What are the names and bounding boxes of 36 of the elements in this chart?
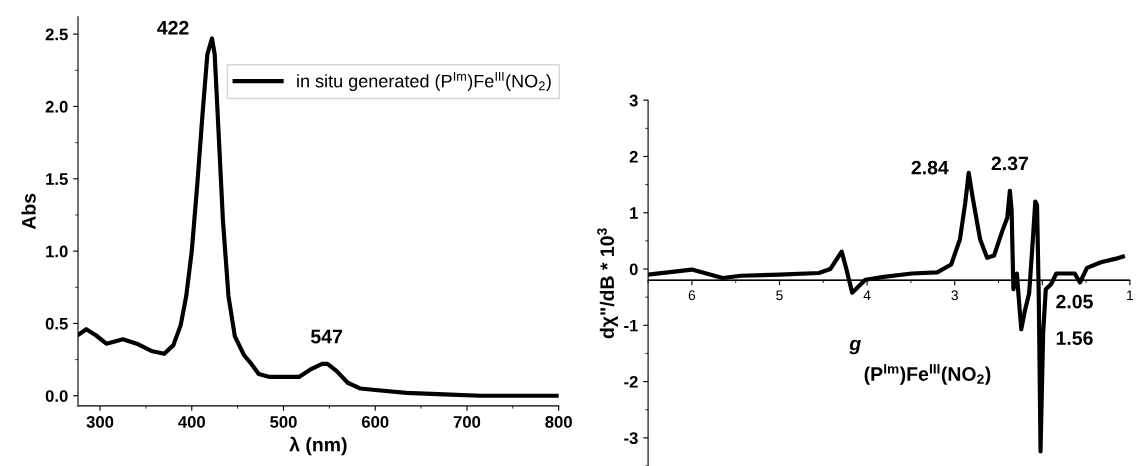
y-tick-label: 3 [629, 94, 638, 107]
annotation: 422 [157, 20, 189, 35]
y-tick-label: -2 [624, 375, 638, 388]
x-tick-label: 1 [1127, 290, 1134, 301]
y-tick-label: -1 [624, 319, 638, 332]
y-tick-label: 2.5 [45, 28, 68, 41]
y-tick-label: 1.0 [46, 245, 68, 258]
legend-label: in situ generated (P$^{Im}$)Fe$^{III}$(NO$_{2}$) [297, 71, 551, 92]
x-tick-label: 4 [863, 290, 871, 301]
annotation: 2.84 [911, 160, 949, 175]
x-axis-title: g [849, 339, 861, 355]
y-tick-label: 0.5 [45, 317, 68, 330]
annotation: (P$^{Im}$)Fe$^{III}$(NO$_{2}$) [864, 364, 991, 385]
y-tick-label: 0.0 [45, 390, 68, 402]
x-tick-label: 400 [178, 416, 205, 428]
y-tick-label: 1.5 [46, 173, 68, 185]
x-tick-label: 300 [86, 416, 114, 428]
y-tick-label: 2.0 [45, 100, 68, 113]
x-tick-label: 500 [270, 416, 297, 428]
annotation: 2.05 [1056, 294, 1093, 309]
annotation: 1.56 [1056, 331, 1093, 346]
annotation: 2.37 [991, 156, 1028, 171]
annotation: 547 [310, 329, 342, 344]
x-tick-label: 5 [776, 290, 783, 301]
x-tick-label: 800 [545, 416, 572, 428]
y-tick-label: -3 [624, 432, 638, 445]
x-tick-label: 3 [951, 290, 958, 301]
x-tick-label: 6 [688, 290, 696, 301]
x-axis-title: λ (nm) [289, 436, 347, 456]
x-tick-label: 700 [453, 416, 481, 428]
y-tick-label: 0 [629, 263, 638, 276]
x-tick-label: 600 [361, 416, 389, 428]
y-tick-label: 1 [630, 207, 638, 219]
y-axis-title: dχ"/dB * 10$^{3}$ [597, 228, 618, 339]
y-axis-title: Abs [21, 193, 36, 230]
y-tick-label: 2 [629, 150, 638, 163]
